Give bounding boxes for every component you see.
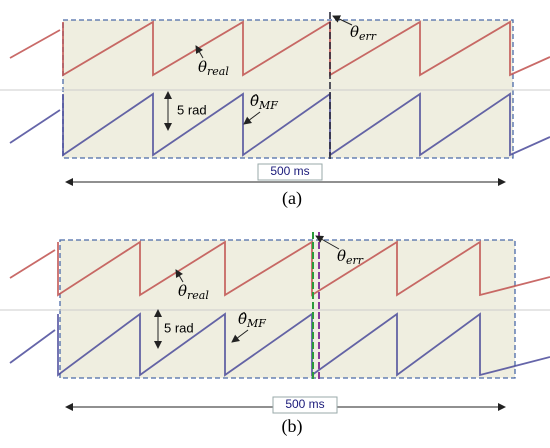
- panel-caption: (a): [282, 188, 302, 209]
- duration-box: [257, 163, 323, 181]
- panel-caption: (b): [282, 416, 303, 437]
- theta-real-label-base: θ: [178, 282, 187, 300]
- plot-area: [62, 19, 514, 159]
- theta-err-label-sub: err: [359, 30, 377, 43]
- theta-real-label: θreal: [178, 282, 209, 302]
- duration-box: [272, 396, 338, 414]
- theta-real-label: θreal: [198, 58, 229, 78]
- amplitude-label: 5 rad: [164, 320, 194, 335]
- plot-area: [59, 239, 516, 379]
- theta-real-label-base: θ: [198, 58, 207, 76]
- theta-err-label: θerr: [337, 247, 364, 267]
- pointer: [195, 45, 204, 59]
- theta-mf-label: θ̂MF: [250, 92, 278, 112]
- theta-err-label-base: θ: [337, 247, 346, 265]
- theta-mf-label: θ̂MF: [238, 310, 266, 330]
- pointer: [243, 111, 261, 125]
- theta-err-label-base: θ: [350, 23, 359, 41]
- pointer: [175, 269, 184, 283]
- duration-label: 500 ms: [285, 397, 324, 411]
- amplitude-label: 5 rad: [177, 102, 207, 117]
- theta-mf-label-sub: MF: [246, 317, 266, 330]
- theta-mf-label-base: θ̂: [238, 310, 247, 328]
- theta-real-label-sub: real: [207, 65, 229, 78]
- duration-label: 500 ms: [270, 164, 309, 178]
- theta-real-label-sub: real: [187, 289, 209, 302]
- theta-err-label: θerr: [350, 23, 377, 43]
- theta-mf-label-base: θ̂: [250, 92, 259, 110]
- pointer: [315, 235, 340, 250]
- theta-mf-label-sub: MF: [258, 99, 278, 112]
- pointer: [332, 15, 353, 26]
- theta-err-label-sub: err: [346, 254, 364, 267]
- pointer: [231, 329, 249, 343]
